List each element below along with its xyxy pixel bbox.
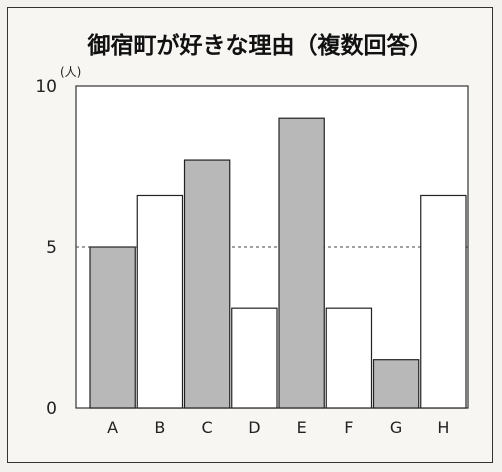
bar-G xyxy=(372,359,420,409)
bar-D xyxy=(231,307,278,409)
y-tick-label: 0 xyxy=(46,399,57,419)
bar-E xyxy=(278,117,325,409)
y-axis-unit: (人) xyxy=(60,65,81,79)
x-tick-label: H xyxy=(437,418,449,437)
x-tick-label: E xyxy=(297,418,307,437)
bar-A xyxy=(89,246,136,409)
x-tick-label: C xyxy=(202,418,213,437)
bar-H xyxy=(420,194,467,409)
y-tick-label: 10 xyxy=(35,77,57,97)
bar-B xyxy=(136,194,184,409)
x-tick-label: F xyxy=(344,418,353,437)
y-tick-label: 5 xyxy=(46,238,57,258)
chart-title: 御宿町が好きな理由（複数回答） xyxy=(87,32,433,59)
bar-F xyxy=(325,307,373,409)
x-tick-labels: A B C D E F G H xyxy=(107,418,449,437)
bars-layer xyxy=(89,117,467,409)
x-tick-label: A xyxy=(107,418,118,437)
bar-C xyxy=(183,159,231,409)
x-tick-label: G xyxy=(390,418,402,437)
x-tick-label: D xyxy=(248,418,260,437)
x-tick-label: B xyxy=(154,418,165,437)
y-tick-labels: 0 5 10 xyxy=(35,77,57,419)
